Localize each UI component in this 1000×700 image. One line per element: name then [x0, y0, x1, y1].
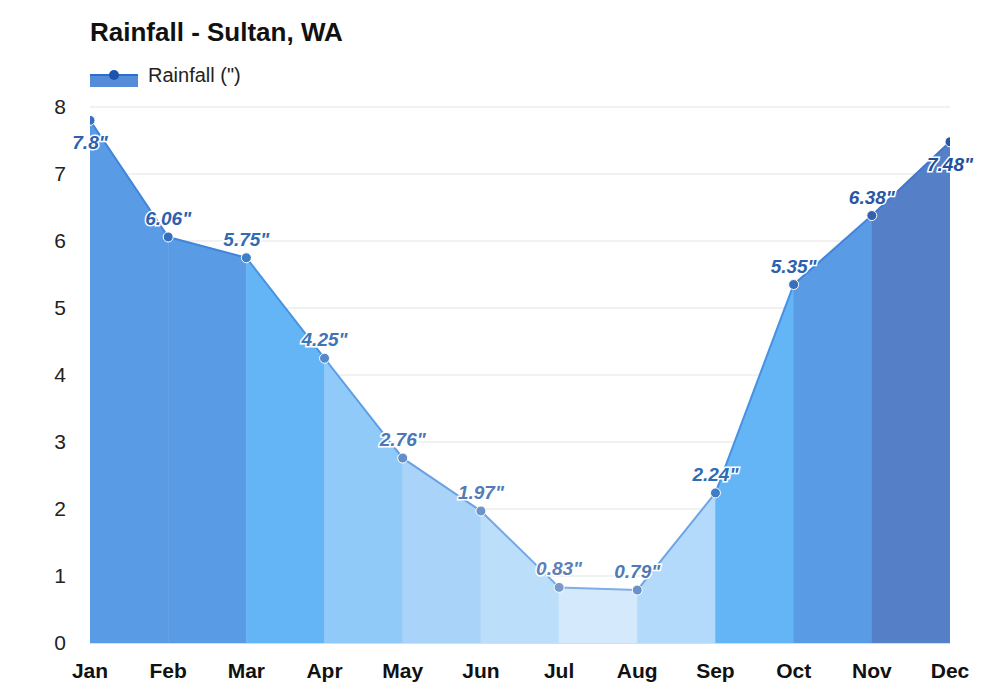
- area-band: [794, 216, 872, 643]
- y-tick-label: 1: [54, 564, 66, 587]
- point: [945, 137, 950, 147]
- y-tick-label: 5: [54, 296, 66, 319]
- chart: Rainfall - Sultan, WA 0 1 2 3 4 5 6 7 8 7.8" 6.06" 5…: [0, 0, 1000, 700]
- data-label: 6.06": [145, 208, 192, 229]
- plot-area: [90, 115, 950, 643]
- y-tick-label: 2: [54, 497, 66, 520]
- point: [320, 353, 330, 363]
- y-tick-label: 8: [54, 95, 66, 118]
- grid-line: [90, 107, 950, 108]
- y-tick-label: 4: [54, 363, 66, 386]
- point: [554, 582, 564, 592]
- area-band: [872, 142, 950, 643]
- data-label: 7.48": [927, 154, 974, 175]
- x-tick-label: Aug: [617, 659, 658, 682]
- data-label: 2.24": [691, 464, 739, 485]
- x-tick-label: Dec: [931, 659, 970, 682]
- point: [241, 253, 251, 263]
- point: [789, 280, 799, 290]
- area-band: [325, 358, 403, 643]
- x-tick-label: May: [382, 659, 423, 682]
- y-tick-label: 6: [54, 229, 66, 252]
- area-band: [559, 587, 637, 643]
- area-band: [246, 258, 324, 643]
- legend-label: Rainfall ("): [148, 64, 241, 86]
- point: [90, 115, 95, 125]
- data-label: 0.79": [614, 561, 661, 582]
- x-tick-label: Nov: [852, 659, 892, 682]
- x-tick-label: Jan: [72, 659, 108, 682]
- data-label: 2.76": [379, 429, 427, 450]
- title: Rainfall - Sultan, WA: [90, 17, 343, 47]
- grid-line: [90, 241, 950, 242]
- chart-root: Rainfall - Sultan, WA 0 1 2 3 4 5 6 7 8 7.8" 6.06" 5…: [0, 0, 1000, 700]
- point: [632, 585, 642, 595]
- data-label: 0.83": [536, 558, 583, 579]
- area-band: [90, 120, 168, 643]
- point: [398, 453, 408, 463]
- line-segment: [715, 285, 793, 493]
- legend-marker: [109, 70, 119, 80]
- data-label: 4.25": [301, 329, 349, 350]
- data-label: 5.35": [771, 256, 818, 277]
- data-label: 7.8": [72, 132, 108, 153]
- x-tick-label: Mar: [228, 659, 265, 682]
- grid-line: [90, 174, 950, 175]
- x-tick-label: Jul: [544, 659, 574, 682]
- line-segment: [559, 587, 637, 590]
- data-label: 1.97": [458, 482, 505, 503]
- legend: Rainfall ("): [90, 64, 241, 87]
- point: [710, 488, 720, 498]
- y-tick-label: 7: [54, 162, 66, 185]
- x-tick-label: Oct: [776, 659, 811, 682]
- point: [867, 211, 877, 221]
- data-label: 5.75": [223, 229, 270, 250]
- data-label: 6.38": [849, 187, 896, 208]
- x-tick-label: Apr: [306, 659, 342, 682]
- y-tick-label: 3: [54, 430, 66, 453]
- point: [163, 232, 173, 242]
- x-tick-label: Sep: [696, 659, 735, 682]
- x-tick-label: Feb: [150, 659, 187, 682]
- area-band: [168, 237, 246, 643]
- point: [476, 506, 486, 516]
- x-tick-label: Jun: [462, 659, 499, 682]
- y-tick-label: 0: [54, 631, 66, 654]
